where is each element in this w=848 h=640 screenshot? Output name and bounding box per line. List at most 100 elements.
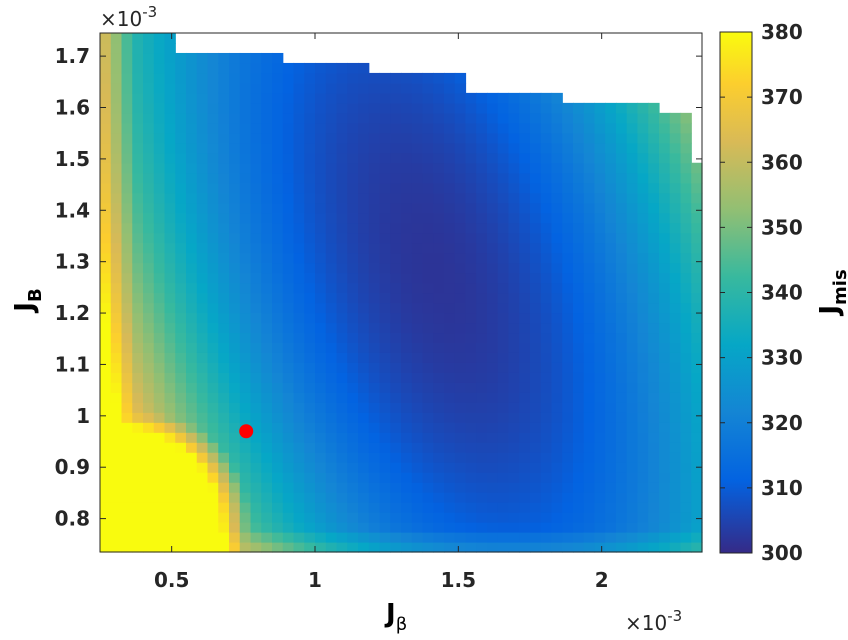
heatmap-cell [508, 152, 520, 164]
heatmap-cell [444, 412, 456, 423]
heatmap-cell [594, 132, 606, 144]
heatmap-cell [487, 382, 499, 393]
heatmap-cell [121, 142, 133, 154]
heatmap-cell [530, 452, 542, 463]
heatmap-cell [347, 422, 359, 433]
heatmap-cell [261, 372, 273, 383]
heatmap-cell [153, 402, 166, 413]
heatmap-cell [207, 532, 219, 543]
heatmap-cell [100, 92, 112, 104]
heatmap-cell [207, 342, 219, 353]
heatmap-cell [433, 282, 445, 294]
heatmap-cell [594, 332, 606, 343]
heatmap-cell [196, 102, 209, 114]
heatmap-cell [444, 462, 456, 473]
heatmap-cell [315, 122, 327, 134]
heatmap-cell [304, 322, 316, 334]
heatmap-cell [207, 322, 219, 334]
heatmap-cell [110, 502, 123, 513]
heatmap-cell [261, 232, 273, 244]
heatmap-cell [293, 432, 305, 443]
heatmap-cell [186, 302, 198, 314]
heatmap-cell [143, 202, 155, 214]
heatmap-cell [175, 372, 187, 383]
heatmap-cell [637, 132, 649, 144]
heatmap-cell [143, 392, 155, 403]
heatmap-cell [250, 392, 262, 403]
heatmap-cell [454, 142, 467, 154]
heatmap-cell [325, 192, 338, 204]
heatmap-cell [444, 222, 456, 234]
heatmap-cell [626, 442, 639, 453]
heatmap-cell [272, 82, 284, 94]
heatmap-cell [497, 312, 510, 324]
heatmap-cell [594, 322, 606, 334]
heatmap-cell [497, 292, 510, 304]
heatmap-cell [594, 252, 606, 264]
heatmap-cell [680, 302, 692, 314]
heatmap-cell [347, 402, 359, 413]
heatmap-cell [390, 82, 402, 94]
heatmap-cell [637, 242, 649, 254]
heatmap-cell [390, 432, 402, 443]
heatmap-cell [648, 452, 660, 463]
heatmap-cell [433, 232, 445, 244]
heatmap-cell [605, 482, 617, 493]
heatmap-cell [605, 152, 617, 164]
heatmap-cell [164, 302, 176, 314]
heatmap-cell [401, 432, 413, 443]
heatmap-cell [239, 502, 252, 513]
heatmap-cell [401, 152, 413, 164]
heatmap-cell [304, 92, 316, 104]
heatmap-cell [637, 112, 649, 124]
heatmap-cell [476, 412, 488, 423]
heatmap-cell [626, 192, 639, 204]
heatmap-cell [229, 482, 241, 493]
colorbar-tick-label: 310 [761, 476, 803, 500]
heatmap-cell [132, 272, 144, 284]
heatmap-cell [261, 272, 273, 284]
heatmap-cell [508, 522, 520, 533]
heatmap-cell [186, 422, 198, 433]
heatmap-cell [637, 182, 649, 194]
heatmap-cell [261, 292, 273, 304]
heatmap-cell [551, 172, 563, 184]
heatmap-cell [110, 542, 123, 553]
heatmap-cell [465, 212, 477, 224]
heatmap-cell [573, 122, 585, 134]
heatmap-cell [336, 412, 348, 423]
heatmap-cell [390, 142, 402, 154]
heatmap-cell [100, 542, 112, 553]
heatmap-cell [530, 412, 542, 423]
heatmap-cell [261, 382, 273, 393]
heatmap-cell [648, 252, 660, 264]
heatmap-cell [304, 362, 316, 373]
heatmap-cell [497, 442, 510, 453]
heatmap-cell [304, 392, 316, 403]
heatmap-cell [540, 352, 553, 363]
heatmap-cell [648, 412, 660, 423]
heatmap-cell [368, 72, 381, 84]
heatmap-cell [110, 442, 123, 453]
heatmap-cell [465, 132, 477, 144]
heatmap-cell [411, 342, 424, 353]
heatmap-cell [583, 492, 596, 503]
heatmap-cell [132, 542, 144, 553]
heatmap-cell [293, 362, 305, 373]
heatmap-cell [175, 502, 187, 513]
heatmap-cell [637, 292, 649, 304]
heatmap-cell [207, 352, 219, 363]
heatmap-cell [186, 522, 198, 533]
heatmap-cell [680, 542, 692, 553]
heatmap-cell [304, 522, 316, 533]
heatmap-cell [626, 182, 639, 194]
heatmap-cell [132, 142, 144, 154]
heatmap-cell [422, 102, 434, 114]
heatmap-cell [186, 362, 198, 373]
heatmap-cell [293, 482, 305, 493]
heatmap-cell [336, 532, 348, 543]
heatmap-cell [680, 292, 692, 304]
heatmap-cell [659, 432, 671, 443]
heatmap-cell [358, 322, 370, 334]
heatmap-cell [186, 372, 198, 383]
